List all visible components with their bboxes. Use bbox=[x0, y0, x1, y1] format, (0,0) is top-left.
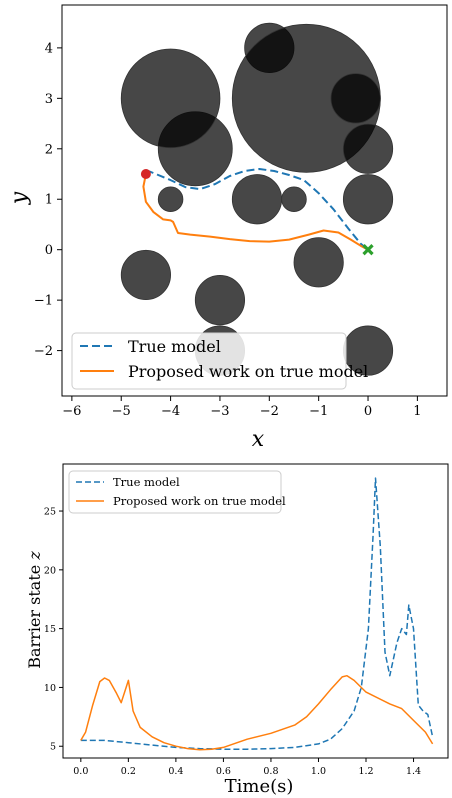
x-tick-label: 1.2 bbox=[358, 766, 373, 777]
x-tick-label: 0.4 bbox=[168, 766, 183, 777]
bottom-y-axis-label-text: Barrier state bbox=[25, 565, 44, 669]
x-tick-label: −5 bbox=[112, 404, 131, 419]
bottom-y-axis-label: Barrier state z bbox=[25, 551, 44, 669]
obstacle-circle bbox=[293, 237, 344, 288]
y-tick-label: 3 bbox=[45, 92, 53, 107]
trajectory-series-layer bbox=[142, 168, 369, 251]
trajectory-plot: −6 −5 −4 −3 −2 −1 0 1 −2 −1 0 1 2 3 4 x y True model … bbox=[7, 4, 448, 452]
x-tick-label: 0.2 bbox=[121, 766, 136, 777]
y-tick-label: −1 bbox=[34, 294, 53, 309]
obstacle-layer bbox=[120, 22, 394, 376]
y-tick-label: 20 bbox=[44, 565, 56, 576]
y-tick-label: 10 bbox=[44, 683, 56, 694]
bottom-legend-true-model-label: True model bbox=[113, 475, 180, 489]
bottom-x-axis-label: Time(s) bbox=[225, 776, 294, 797]
endpoint-markers bbox=[140, 169, 374, 256]
top-y-axis-label: y bbox=[7, 191, 32, 205]
y-tick-label: 2 bbox=[45, 142, 53, 157]
top-x-axis-label: x bbox=[252, 427, 265, 452]
goal-marker bbox=[362, 244, 374, 256]
x-tick-label: 1.0 bbox=[311, 766, 326, 777]
bottom-y-ticks: 5 10 15 20 25 bbox=[44, 507, 63, 753]
bottom-legend: True model Proposed work on true model bbox=[68, 470, 286, 514]
y-tick-label: −2 bbox=[34, 344, 53, 359]
top-plot-frame bbox=[61, 4, 448, 397]
bottom-y-axis-variable: z bbox=[25, 551, 44, 561]
bottom-x-ticks: 0.0 0.2 0.4 0.6 0.8 1.0 1.2 1.4 bbox=[73, 758, 421, 777]
top-legend-box bbox=[71, 332, 347, 390]
top-y-ticks: −2 −1 0 1 2 3 4 bbox=[34, 41, 62, 359]
obstacle-circle bbox=[342, 123, 394, 174]
x-tick-label: 0 bbox=[364, 404, 372, 419]
y-tick-label: 5 bbox=[50, 742, 56, 753]
x-tick-label: 1 bbox=[413, 404, 421, 419]
x-tick-label: −6 bbox=[62, 404, 81, 419]
x-tick-label: −1 bbox=[309, 404, 328, 419]
x-tick-label: 0.0 bbox=[73, 766, 88, 777]
barrier-state-plot: 0.0 0.2 0.4 0.6 0.8 1.0 1.2 1.4 5 10 15 20 25 Time(… bbox=[25, 463, 449, 797]
x-tick-label: 1.4 bbox=[406, 766, 421, 777]
obstacle-circle bbox=[342, 174, 394, 225]
x-tick-label: 0.6 bbox=[216, 766, 231, 777]
bottom-legend-proposed-label: Proposed work on true model bbox=[113, 494, 286, 508]
y-tick-label: 4 bbox=[45, 41, 53, 56]
bottom-legend-box bbox=[68, 470, 282, 514]
proposed-barrier-line bbox=[80, 674, 434, 751]
y-tick-label: 15 bbox=[44, 624, 56, 635]
proposed-trajectory bbox=[142, 173, 369, 251]
top-legend-true-model-label: True model bbox=[128, 337, 221, 356]
x-tick-label: −2 bbox=[260, 404, 279, 419]
y-tick-label: 0 bbox=[45, 243, 53, 258]
x-tick-label: 0.8 bbox=[263, 766, 278, 777]
top-x-ticks: −6 −5 −4 −3 −2 −1 0 1 bbox=[62, 396, 422, 419]
true-model-trajectory bbox=[145, 168, 369, 251]
x-tick-label: −4 bbox=[161, 404, 180, 419]
obstacle-circle bbox=[231, 174, 283, 225]
y-tick-label: 25 bbox=[44, 507, 56, 518]
bottom-plot-frame bbox=[62, 463, 449, 759]
obstacle-circle bbox=[330, 73, 381, 124]
barrier-series-layer bbox=[80, 477, 434, 751]
x-tick-label: −3 bbox=[210, 404, 229, 419]
y-tick-label: 1 bbox=[45, 193, 53, 208]
true-model-barrier-line bbox=[80, 477, 434, 750]
obstacle-circle bbox=[281, 186, 307, 212]
obstacle-circle bbox=[120, 249, 171, 300]
obstacle-circle bbox=[120, 48, 221, 149]
obstacle-circle bbox=[157, 186, 184, 212]
top-legend: True model Proposed work on true model bbox=[71, 332, 368, 390]
start-marker bbox=[140, 169, 151, 180]
obstacle-circle bbox=[194, 275, 246, 326]
top-legend-proposed-label: Proposed work on true model bbox=[128, 362, 368, 381]
